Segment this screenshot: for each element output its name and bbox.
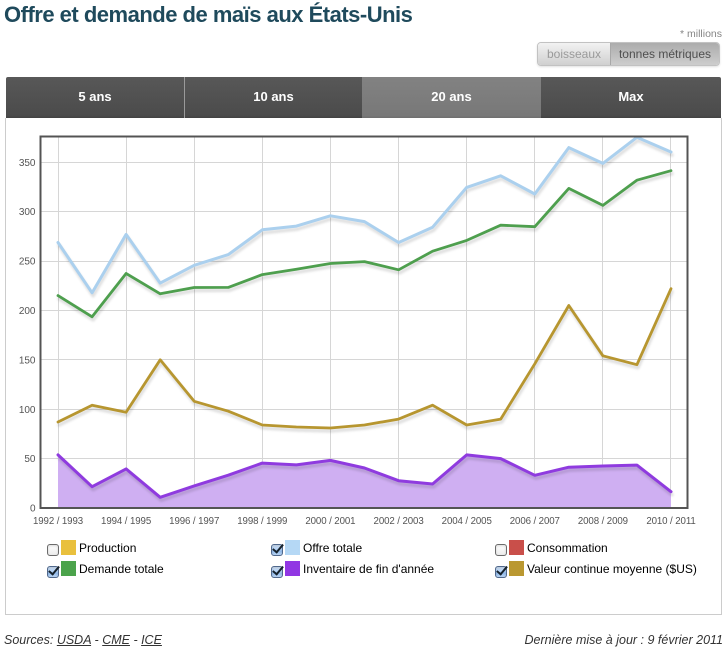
svg-text:2006 / 2007: 2006 / 2007 (510, 516, 560, 527)
svg-text:100: 100 (19, 405, 36, 416)
svg-text:300: 300 (19, 207, 36, 218)
svg-text:0: 0 (30, 504, 36, 515)
svg-text:2002 / 2003: 2002 / 2003 (374, 516, 424, 527)
svg-text:2000 / 2001: 2000 / 2001 (305, 516, 355, 527)
svg-text:200: 200 (19, 306, 36, 317)
svg-text:1992 / 1993: 1992 / 1993 (33, 516, 83, 527)
svg-text:350: 350 (19, 158, 36, 169)
svg-text:1998 / 1999: 1998 / 1999 (237, 516, 287, 527)
svg-text:2004 / 2005: 2004 / 2005 (442, 516, 492, 527)
svg-text:150: 150 (19, 356, 36, 367)
svg-text:1996 / 1997: 1996 / 1997 (169, 516, 219, 527)
svg-text:250: 250 (19, 257, 36, 268)
svg-text:2010 / 2011: 2010 / 2011 (646, 516, 695, 527)
svg-text:1994 / 1995: 1994 / 1995 (101, 516, 151, 527)
svg-text:2008 / 2009: 2008 / 2009 (578, 516, 628, 527)
svg-text:50: 50 (24, 454, 36, 465)
